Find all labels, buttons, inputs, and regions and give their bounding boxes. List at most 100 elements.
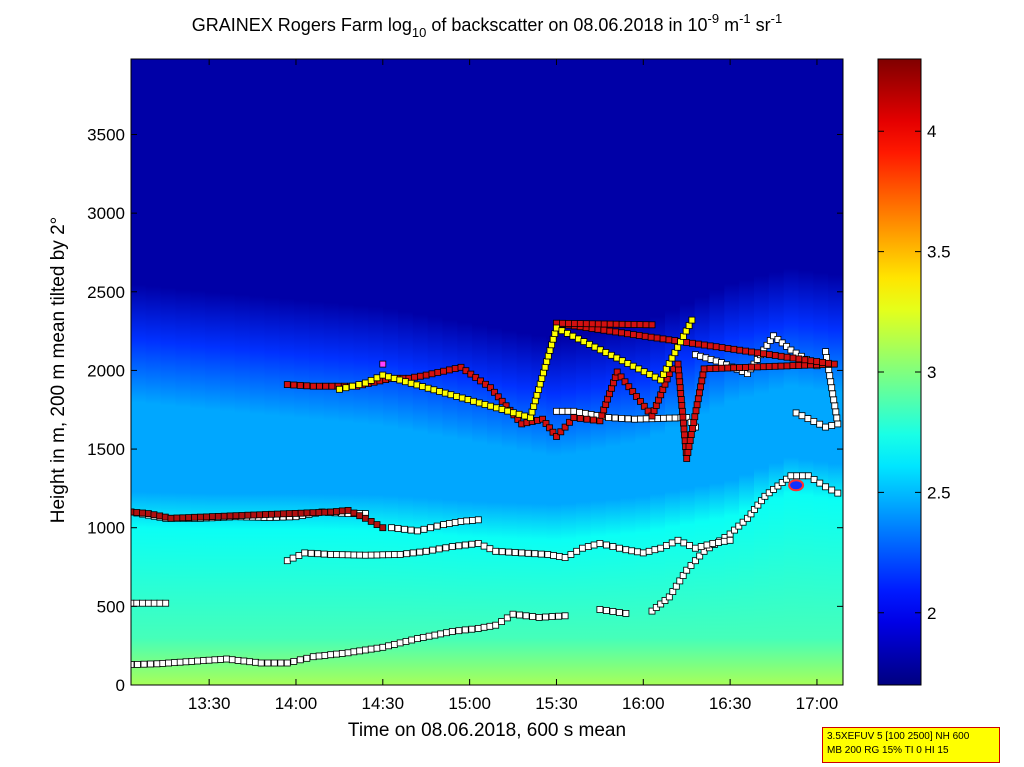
layer-marker [316,382,323,390]
layer-marker [748,363,755,371]
x-axis: 13:30 14:00 14:30 15:00 15:30 16:00 16:30 17:00 [188,59,838,713]
layer-marker [379,360,387,368]
layer-marker [540,369,547,377]
layer-marker [810,476,818,483]
layer-marker [616,544,623,552]
layer-marker [139,599,147,607]
layer-marker [718,364,726,372]
layer-series [648,472,842,615]
layer-marker [396,551,404,558]
layer-marker [629,331,637,339]
layer-marker [718,344,726,352]
layer-marker [408,636,416,644]
layer-marker [596,606,604,613]
layer-marker [475,399,483,407]
x-tick-label: 14:00 [275,694,318,713]
layer-marker [629,362,637,370]
layer-marker [541,363,549,371]
layer-marker [419,634,427,641]
layer-marker [795,355,803,363]
layer-marker [401,525,408,533]
layer-marker [150,599,158,607]
layer-marker [833,414,841,422]
layer-marker [511,549,519,556]
layer-marker [498,548,506,556]
layer-marker [176,658,184,666]
layer-marker [795,361,803,369]
field-column [323,59,340,685]
layer-marker [524,549,532,557]
layer-marker [683,455,691,462]
layer-marker [557,428,565,436]
layer-marker [536,380,544,388]
layer-marker [657,544,665,552]
layer-marker [564,407,572,415]
layer-marker [694,340,702,348]
layer-marker [535,614,543,621]
layer-marker [637,397,644,405]
layer-marker [309,382,317,390]
layer-marker [455,627,463,635]
layer-marker [394,525,402,532]
layer-marker [220,512,228,520]
layer-marker [751,506,758,513]
layer-marker [648,607,656,615]
layer-marker [689,339,696,347]
layer-marker [726,536,734,544]
layer-marker [290,658,298,665]
layer-marker [680,425,688,433]
layer-marker [208,513,216,520]
layer-marker [515,410,523,418]
layer-marker [683,338,690,346]
layer-marker [173,514,181,522]
layer-marker [825,359,832,367]
layer-marker [783,362,791,370]
layer-marker [744,514,751,522]
layer-marker [335,385,343,393]
layer-marker [706,342,714,350]
layer-marker [468,625,476,633]
layer-marker [611,414,619,422]
colorbar-tick-label: 3 [927,363,936,382]
layer-marker [553,433,560,440]
layer-marker [799,472,806,480]
layer-marker [569,332,577,340]
layer-marker [422,371,430,379]
x-tick-label: 13:30 [188,694,231,713]
y-tick-label: 0 [116,676,125,695]
layer-marker [709,540,717,547]
layer-marker [542,613,549,621]
plot-area [131,59,843,685]
layer-marker [333,650,340,658]
layer-marker [739,518,747,526]
layer-marker [567,551,575,558]
layer-marker [828,384,836,392]
layer-marker [463,517,471,525]
field-column [338,59,355,685]
layer-marker [350,648,358,656]
layer-marker [550,552,557,559]
layer-series [131,599,170,607]
layer-marker [327,651,335,659]
y-tick-label: 2000 [87,361,125,380]
layer-marker [565,319,572,327]
layer-marker [754,349,761,357]
layer-marker [390,641,398,648]
layer-marker [637,415,644,423]
layer-marker [303,654,311,662]
layer-marker [428,370,436,378]
title-sub: 10 [412,25,426,40]
layer-marker [194,657,202,665]
layer-marker [202,513,210,521]
layer-series [335,316,696,422]
layer-marker [328,382,336,390]
layer-marker [538,374,546,382]
layer-marker [679,572,687,579]
layer-marker [170,659,178,666]
layer-marker [822,348,829,356]
field-column [264,59,280,685]
layer-marker [503,614,511,622]
layer-marker [579,544,586,552]
layer-marker [179,514,187,522]
layer-marker [651,373,659,381]
